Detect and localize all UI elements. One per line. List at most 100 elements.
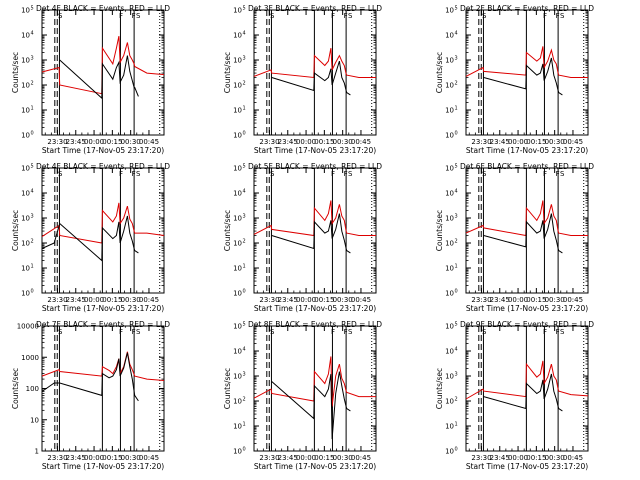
series-events	[271, 60, 351, 96]
interval-mark-label: F	[119, 328, 123, 336]
x-tick-label: 00:45	[351, 454, 371, 462]
y-axis-label: Counts/sec	[11, 210, 20, 251]
y-tick-exponent: 4	[31, 31, 34, 37]
interval-mark-label: F	[331, 12, 335, 20]
y-tick-exponent: 3	[455, 214, 458, 220]
y-tick-label: 10	[445, 398, 454, 406]
interval-mark-label: S	[136, 12, 141, 20]
interval-mark-label: S	[560, 12, 565, 20]
y-tick-label: 10	[445, 107, 454, 115]
y-tick-label: 10	[445, 323, 454, 331]
y-tick-exponent: 5	[243, 6, 246, 12]
y-tick-exponent: 0	[455, 131, 458, 137]
interval-mark-label: S	[482, 328, 487, 336]
y-tick-label: 10	[445, 132, 454, 140]
x-tick-label: 00:00	[84, 138, 104, 146]
y-tick-exponent: 4	[31, 189, 34, 195]
y-tick-exponent: 2	[455, 239, 458, 245]
series-lld	[465, 200, 588, 237]
interval-mark-label: S	[136, 328, 141, 336]
y-tick-label: 10	[445, 290, 454, 298]
y-tick-label: 10	[233, 373, 242, 381]
panel-title: Det 6F BLACK = Events, RED = LLD	[460, 162, 594, 171]
y-tick-label: 10	[445, 448, 454, 456]
interval-mark-label: S	[58, 328, 63, 336]
x-tick-label: 23:45	[278, 138, 298, 146]
y-axis-label: Counts/sec	[435, 368, 444, 409]
x-axis-label: Start Time (17-Nov-05 23:17:20)	[466, 462, 588, 471]
y-tick-exponent: 3	[243, 214, 246, 220]
panel-title: Det 7F BLACK = Events, RED = LLD	[36, 320, 170, 329]
y-tick-exponent: 1	[455, 106, 458, 112]
y-tick-exponent: 1	[455, 264, 458, 270]
y-tick-exponent: 4	[243, 347, 246, 353]
interval-mark-label: S	[270, 12, 275, 20]
x-tick-label: 00:15	[314, 296, 334, 304]
y-tick-label: 10	[30, 416, 39, 424]
interval-mark-label: F	[543, 328, 547, 336]
interval-mark-label: F	[132, 170, 136, 178]
interval-mark-label: F	[556, 328, 560, 336]
y-axis-label: Counts/sec	[435, 52, 444, 93]
y-tick-label: 10	[21, 82, 30, 90]
y-tick-exponent: 4	[455, 189, 458, 195]
y-tick-label: 10	[445, 240, 454, 248]
series-lld	[253, 356, 376, 407]
x-tick-label: 00:00	[296, 296, 316, 304]
y-tick-label: 10	[445, 32, 454, 40]
interval-mark-label: S	[482, 170, 487, 178]
y-tick-exponent: 5	[455, 164, 458, 170]
y-tick-exponent: 3	[243, 372, 246, 378]
y-tick-exponent: 1	[31, 264, 34, 270]
y-axis-label: Counts/sec	[11, 52, 20, 93]
y-tick-label: 10	[21, 107, 30, 115]
y-tick-exponent: 0	[455, 289, 458, 295]
panel-title: Det 3F BLACK = Events, RED = LLD	[248, 4, 382, 13]
y-tick-label: 10	[21, 240, 30, 248]
x-tick-label: 00:15	[526, 296, 546, 304]
x-tick-label: 23:30	[471, 138, 491, 146]
panel-title: Det 5F BLACK = Events, RED = LLD	[248, 162, 382, 171]
x-tick-label: 00:45	[139, 296, 159, 304]
x-tick-label: 00:45	[139, 454, 159, 462]
x-axis-label: Start Time (17-Nov-05 23:17:20)	[254, 462, 376, 471]
series-lld	[253, 200, 376, 237]
series-events	[271, 213, 351, 254]
interval-mark-label: F	[119, 170, 123, 178]
x-axis-label: Start Time (17-Nov-05 23:17:20)	[42, 304, 164, 313]
x-tick-label: 23:45	[278, 296, 298, 304]
y-tick-label: 10	[445, 7, 454, 15]
y-tick-exponent: 4	[455, 31, 458, 37]
y-tick-exponent: 4	[243, 31, 246, 37]
y-tick-label: 10	[233, 57, 242, 65]
x-tick-label: 23:30	[259, 296, 279, 304]
y-tick-exponent: 0	[31, 289, 34, 295]
plot-frame	[253, 167, 377, 294]
y-tick-exponent: 3	[31, 214, 34, 220]
y-tick-label: 10	[21, 190, 30, 198]
interval-mark-label: F	[543, 170, 547, 178]
plot-frame	[41, 9, 165, 136]
y-tick-exponent: 5	[31, 164, 34, 170]
x-tick-label: 23:30	[471, 296, 491, 304]
x-tick-label: 00:00	[84, 454, 104, 462]
y-tick-exponent: 3	[31, 56, 34, 62]
y-tick-exponent: 5	[243, 164, 246, 170]
y-tick-exponent: 2	[243, 81, 246, 87]
y-tick-exponent: 3	[455, 372, 458, 378]
x-tick-label: 23:45	[490, 454, 510, 462]
interval-mark-label: F	[344, 328, 348, 336]
y-tick-exponent: 5	[31, 6, 34, 12]
y-tick-exponent: 2	[243, 239, 246, 245]
y-tick-label: 10	[21, 165, 30, 173]
y-tick-label: 10	[445, 348, 454, 356]
x-axis-label: Start Time (17-Nov-05 23:17:20)	[466, 304, 588, 313]
x-tick-label: 23:45	[66, 454, 86, 462]
y-tick-label: 10	[21, 290, 30, 298]
interval-mark-label: F	[331, 170, 335, 178]
y-tick-exponent: 3	[455, 56, 458, 62]
